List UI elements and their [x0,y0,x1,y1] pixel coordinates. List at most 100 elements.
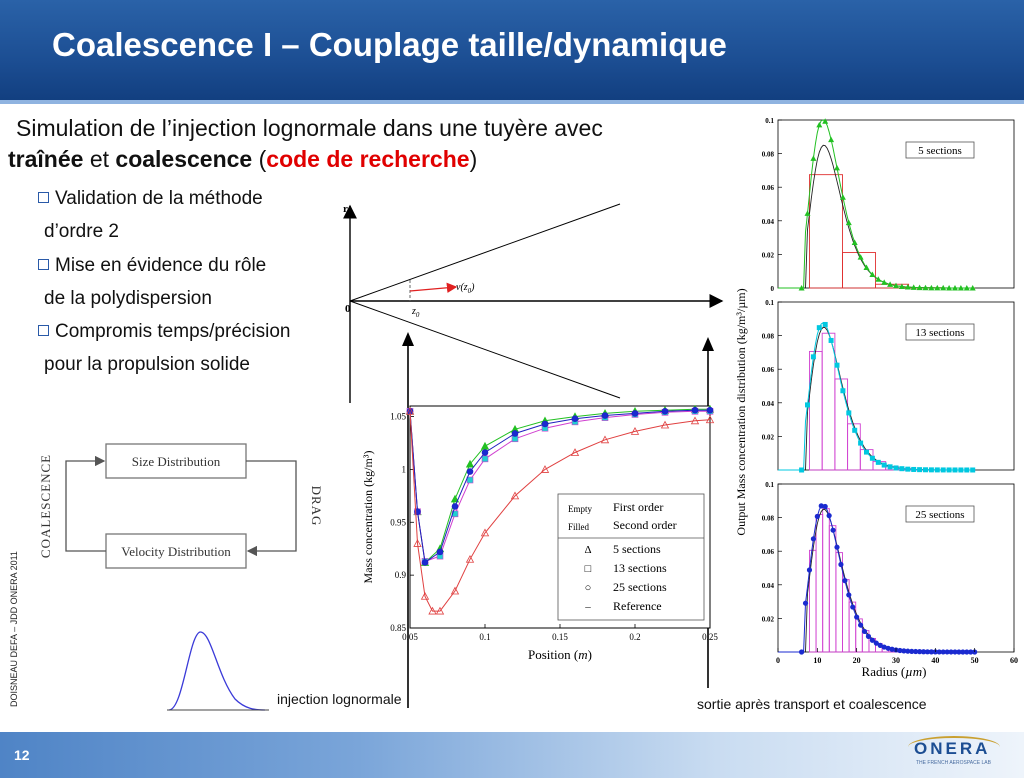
conc-series-3-point [480,528,490,537]
hist-panel-0-marker [845,219,852,226]
hist-panel-0-marker [822,118,829,124]
word-et: et [83,146,116,172]
hist-panel-2-marker [956,649,962,655]
hist-panel-1-marker [928,467,934,473]
hist-panel-1-frame [777,301,1015,471]
origin-label: 0 [345,303,351,315]
hist-panel-1-marker [828,337,834,343]
conc-series-3-point [690,416,700,425]
hist-panel-2-marker [842,578,848,584]
caption-injection: injection lognormale [277,691,402,707]
conc-series-2-point [451,503,459,510]
hist-panel-1-ytick: 0.02 [762,433,775,441]
hist-panel-2-marker [830,527,836,533]
slide-header: Coalescence I – Couplage taille/dynamiqu… [0,0,1024,100]
paren-close: ) [469,146,478,172]
hist-panel-2-marker [920,649,927,655]
hist-panel-0-marker [928,284,935,291]
hist-xtick-5: 50 [971,656,979,665]
hist-panel-0-marker [834,164,840,171]
inlet-arrow [402,332,414,708]
hist-panel-2-marker [802,600,809,606]
legend-symbol-4: – [584,601,591,613]
hist-panel-2-marker [936,649,942,655]
hist-panel-0-ytick: 0.06 [762,184,775,192]
hist-panel-2-marker [909,648,915,654]
conc-series-3-point [428,606,437,615]
conc-series-2-point [706,406,714,414]
hist-panel-0-label-box [905,141,975,159]
conc-series-3-point [540,465,550,473]
r-label: r [343,203,348,215]
hist-panel-1-bar [847,423,861,471]
hist-panel-0-marker [804,210,811,216]
hist-panel-2-ytick: 0.04 [762,582,775,590]
hist-panel-2-marker [822,503,828,510]
legend-label-2: 13 sections [613,561,667,575]
hist-panel-0-marker [857,254,864,260]
conc-series-3-point [705,415,715,424]
hist-panel-2-marker [814,513,820,520]
hist-panel-2-marker [865,633,872,640]
word-coalescence: coalescence [115,146,253,172]
hist-panel-2-marker [940,649,946,655]
word-code-de-recherche: code de recherche [266,146,470,172]
word-trainee: traînée [8,146,84,172]
hist-panel-2-label: 25 sections [915,509,964,521]
hist-panel-1-marker [899,466,905,472]
hist-panel-0-marker [875,276,882,282]
hist-panel-0-marker [969,284,976,291]
nozzle-wall-top [349,203,621,302]
conc-ytick-4: 1.05 [390,412,406,422]
caption-output: sortie après transport et coalescence [697,696,927,712]
hist-panel-0-marker [898,283,905,289]
bullet-3-text: Compromis temps/précision [55,321,291,342]
hist-panel-0-marker [940,284,947,291]
hist-panel-2-marker [968,649,974,655]
velocity-distribution-box [105,533,247,569]
hist-panel-0-marker [828,136,835,143]
hist-panel-1-marker [799,467,805,473]
hist-panel-2-label-box [905,505,975,523]
onera-logo: ONERA THE FRENCH AEROSPACE LAB [904,736,1008,770]
conc-series-3-line [409,411,711,612]
concentration-chart: 0.05 0.1 0.15 0.2 0.25 0.85 0.9 0.95 1 1.05 Mass … [361,404,718,662]
legend-second-order: Second order [613,518,677,532]
bullet-3-continuation: pour la propulsion solide [44,354,250,375]
hist-panel-1-marker [852,427,858,433]
hist-panel-1-marker [881,462,887,468]
logo-arc-icon [908,736,1000,758]
hist-ylabel: Output Mass concentration distribution (… [734,288,748,535]
hist-panel-2-marker [846,592,852,598]
hist-panel-1-marker [905,466,911,472]
hist-panel-0-marker [810,155,817,161]
hist-panel-2-marker [944,649,950,655]
z0-label: z0 [411,306,420,319]
hist-panel-0-bar [809,174,843,289]
conc-series-0-point [480,441,490,450]
subtitle-line-1: Simulation de l’injection lognormale dan… [16,115,603,141]
hist-panel-2-marker [806,567,813,573]
drag-arrow [246,460,297,557]
hist-panel-2-marker [905,648,911,654]
conc-series-3-point [630,427,640,435]
conc-ytick-0: 0.85 [390,623,406,633]
coalescence-arrow [65,455,106,552]
hist-panel-1-marker [946,467,952,473]
conc-xtick-0: 0.05 [402,632,418,642]
hist-panel-0-marker [863,264,870,270]
hist-panel-2-marker [810,536,816,542]
hist-panel-2-marker [877,642,883,648]
hist-panel-2-marker [850,604,856,610]
paren-open: ( [252,146,267,172]
conc-series-3-point [450,586,460,595]
hist-panel-1-marker [952,467,958,473]
hist-panel-2-marker [834,544,840,550]
size-distribution-box [105,443,247,479]
hist-panel-2-marker [952,649,958,655]
conc-series-3-point [405,406,415,415]
bullet-2-continuation: de la polydispersion [44,288,212,309]
hist-panel-0-marker [957,284,964,291]
conc-series-2-point [541,420,549,428]
conc-xtick-1: 0.1 [479,632,490,642]
